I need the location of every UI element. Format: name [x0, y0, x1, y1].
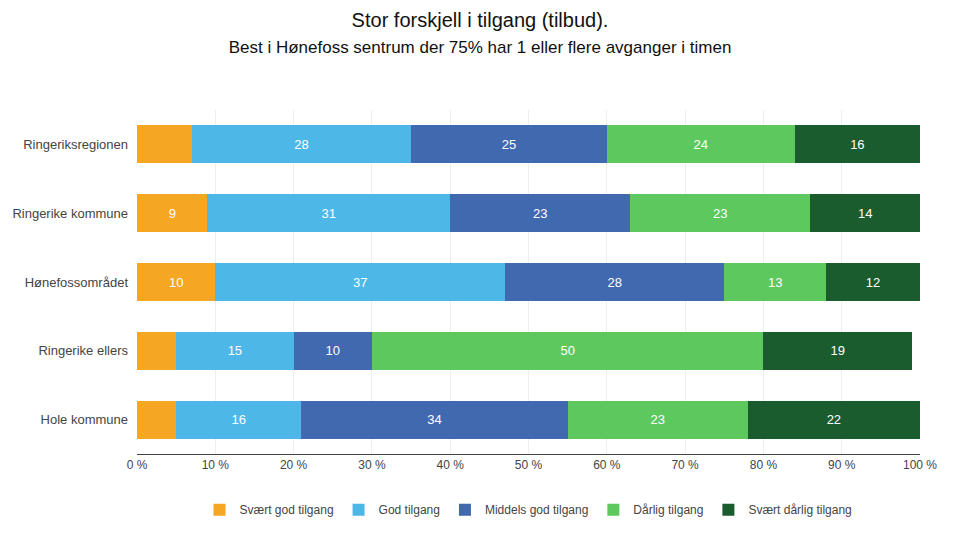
svg-text:0 %: 0 % — [127, 458, 148, 472]
svg-text:Middels god tilgang: Middels god tilgang — [485, 503, 588, 517]
svg-text:50 %: 50 % — [515, 458, 543, 472]
svg-text:Dårlig tilgang: Dårlig tilgang — [633, 503, 703, 517]
svg-text:12: 12 — [866, 275, 880, 290]
svg-text:Stor forskjell i tilgang (tilb: Stor forskjell i tilgang (tilbud).Best i… — [229, 9, 732, 57]
svg-text:28: 28 — [607, 275, 621, 290]
svg-text:23: 23 — [533, 206, 547, 221]
svg-text:Ringeriksregionen: Ringeriksregionen — [23, 137, 128, 152]
svg-text:31: 31 — [322, 206, 336, 221]
svg-text:34: 34 — [427, 412, 441, 427]
svg-text:10 %: 10 % — [202, 458, 230, 472]
svg-text:Hole kommune: Hole kommune — [41, 412, 128, 427]
svg-text:Ringerike kommune: Ringerike kommune — [12, 206, 128, 221]
svg-text:50: 50 — [560, 343, 574, 358]
svg-text:20 %: 20 % — [280, 458, 308, 472]
svg-text:37: 37 — [353, 275, 367, 290]
svg-text:15: 15 — [228, 343, 242, 358]
svg-text:10: 10 — [326, 343, 340, 358]
svg-text:14: 14 — [858, 206, 872, 221]
svg-text:90 %: 90 % — [828, 458, 856, 472]
svg-text:God tilgang: God tilgang — [379, 503, 440, 517]
svg-text:30 %: 30 % — [358, 458, 386, 472]
svg-text:16: 16 — [850, 137, 864, 152]
svg-text:16: 16 — [232, 412, 246, 427]
svg-text:10: 10 — [169, 275, 183, 290]
svg-text:9: 9 — [169, 206, 176, 221]
svg-text:60 %: 60 % — [593, 458, 621, 472]
svg-text:80 %: 80 % — [750, 458, 778, 472]
svg-text:Svært god tilgang: Svært god tilgang — [240, 503, 334, 517]
svg-text:19: 19 — [831, 343, 845, 358]
svg-text:28: 28 — [294, 137, 308, 152]
svg-text:100 %: 100 % — [903, 458, 937, 472]
svg-text:40 %: 40 % — [437, 458, 465, 472]
svg-text:22: 22 — [827, 412, 841, 427]
svg-text:25: 25 — [502, 137, 516, 152]
svg-text:23: 23 — [650, 412, 664, 427]
svg-text:Ringerike ellers: Ringerike ellers — [38, 343, 128, 358]
svg-text:23: 23 — [713, 206, 727, 221]
svg-text:70 %: 70 % — [671, 458, 699, 472]
svg-text:13: 13 — [768, 275, 782, 290]
svg-text:Svært dårlig tilgang: Svært dårlig tilgang — [748, 503, 851, 517]
svg-text:Hønefossområdet: Hønefossområdet — [25, 275, 129, 290]
svg-text:24: 24 — [694, 137, 708, 152]
